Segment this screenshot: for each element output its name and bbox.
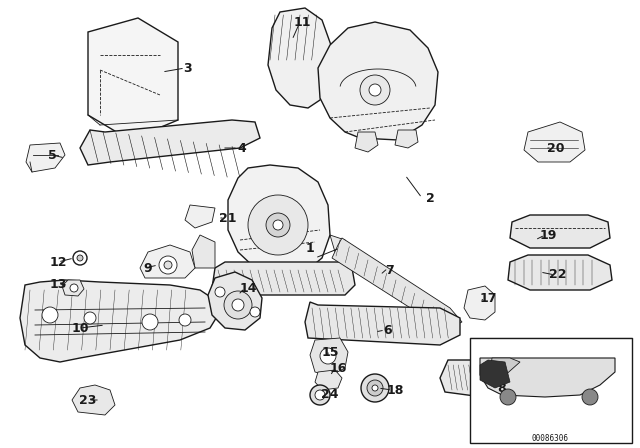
Polygon shape: [268, 8, 332, 108]
Circle shape: [500, 389, 516, 405]
FancyBboxPatch shape: [470, 338, 632, 443]
Text: 12: 12: [49, 255, 67, 268]
Polygon shape: [524, 122, 585, 162]
Circle shape: [367, 380, 383, 396]
Text: 7: 7: [386, 263, 394, 276]
Polygon shape: [72, 385, 115, 415]
Text: 10: 10: [71, 322, 89, 335]
Text: 18: 18: [387, 383, 404, 396]
Text: 23: 23: [79, 393, 97, 406]
Polygon shape: [480, 358, 615, 397]
Text: 2: 2: [426, 191, 435, 204]
Circle shape: [250, 307, 260, 317]
Circle shape: [164, 261, 172, 269]
Text: 20: 20: [547, 142, 564, 155]
Text: 5: 5: [47, 148, 56, 161]
Polygon shape: [464, 286, 495, 320]
Circle shape: [320, 348, 336, 364]
Polygon shape: [80, 120, 260, 165]
Text: 4: 4: [237, 142, 246, 155]
Circle shape: [224, 291, 252, 319]
Polygon shape: [192, 235, 215, 268]
Polygon shape: [62, 280, 84, 296]
Text: 3: 3: [184, 61, 192, 74]
Polygon shape: [440, 360, 512, 398]
Polygon shape: [315, 370, 342, 390]
Circle shape: [84, 312, 96, 324]
Circle shape: [369, 84, 381, 96]
Circle shape: [232, 299, 244, 311]
Circle shape: [70, 284, 78, 292]
Text: 13: 13: [49, 277, 67, 290]
Text: 16: 16: [330, 362, 347, 375]
Polygon shape: [26, 143, 65, 172]
Text: 19: 19: [540, 228, 557, 241]
Text: 00086306: 00086306: [531, 434, 568, 443]
Circle shape: [248, 195, 308, 255]
Text: 24: 24: [321, 388, 339, 401]
Polygon shape: [508, 255, 612, 290]
Text: 22: 22: [549, 268, 567, 281]
Text: 15: 15: [321, 345, 339, 358]
Polygon shape: [318, 22, 438, 140]
Polygon shape: [212, 262, 355, 295]
Text: 14: 14: [239, 281, 257, 294]
Polygon shape: [185, 205, 215, 228]
Polygon shape: [395, 130, 418, 148]
Polygon shape: [20, 280, 218, 362]
Polygon shape: [88, 18, 178, 140]
Text: 1: 1: [306, 241, 314, 254]
Polygon shape: [140, 245, 195, 278]
Polygon shape: [228, 165, 330, 275]
Text: 6: 6: [384, 323, 392, 336]
Polygon shape: [310, 338, 348, 376]
Circle shape: [372, 385, 378, 391]
Polygon shape: [510, 215, 610, 248]
Circle shape: [215, 287, 225, 297]
Text: 11: 11: [293, 16, 311, 29]
Text: 17: 17: [479, 292, 497, 305]
Circle shape: [315, 390, 325, 400]
Circle shape: [42, 307, 58, 323]
Polygon shape: [332, 238, 462, 330]
Circle shape: [73, 251, 87, 265]
Text: 21: 21: [220, 211, 237, 224]
Circle shape: [179, 314, 191, 326]
Circle shape: [360, 75, 390, 105]
Circle shape: [77, 255, 83, 261]
Polygon shape: [490, 358, 520, 378]
Circle shape: [159, 256, 177, 274]
Polygon shape: [330, 235, 355, 268]
Circle shape: [266, 213, 290, 237]
Circle shape: [142, 314, 158, 330]
Circle shape: [310, 385, 330, 405]
Text: 9: 9: [144, 262, 152, 275]
Circle shape: [361, 374, 389, 402]
Circle shape: [273, 220, 283, 230]
Circle shape: [582, 389, 598, 405]
Polygon shape: [355, 132, 378, 152]
Text: 8: 8: [498, 382, 506, 395]
Polygon shape: [305, 302, 460, 345]
Polygon shape: [480, 360, 510, 388]
Polygon shape: [208, 272, 262, 330]
